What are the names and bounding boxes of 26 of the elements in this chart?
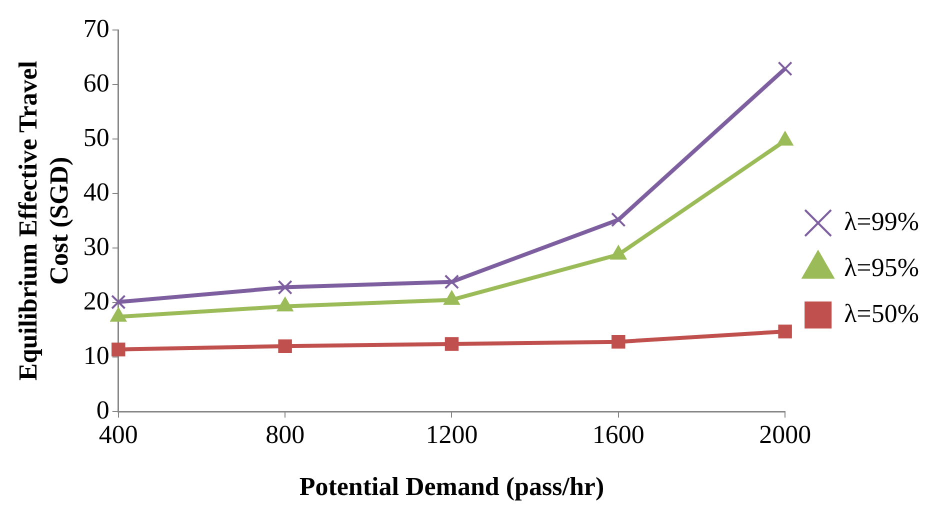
x-tick-label: 800 [266,420,305,450]
x-tick-label: 2000 [759,420,812,450]
point [444,337,459,351]
legend-label: λ=50% [844,298,920,328]
point [778,61,792,76]
point [278,339,292,354]
x-tick-label: 1600 [592,420,644,450]
point [444,274,460,290]
y-tick-label: 60 [83,68,110,98]
point [611,212,626,228]
y-tick-label: 40 [83,177,110,206]
x-tick-label: 1200 [426,420,478,450]
legend-label: λ=99% [844,206,920,236]
legend-label: λ=95% [844,252,920,282]
point [112,342,126,356]
y-tick-label: 10 [83,340,110,370]
y-tick-label: 20 [83,286,110,316]
point [278,280,292,295]
y-tick-label: 50 [83,122,110,152]
y-tick-label: 70 [83,14,110,43]
y-tick-label: 30 [83,232,110,261]
x-axis-title: Potential Demand (pass/hr) [299,472,604,502]
point [111,294,126,310]
point [612,334,626,349]
y-axis-title: Equilibrium Effective Travel Cost (SGD) [13,60,74,381]
point [778,324,792,338]
